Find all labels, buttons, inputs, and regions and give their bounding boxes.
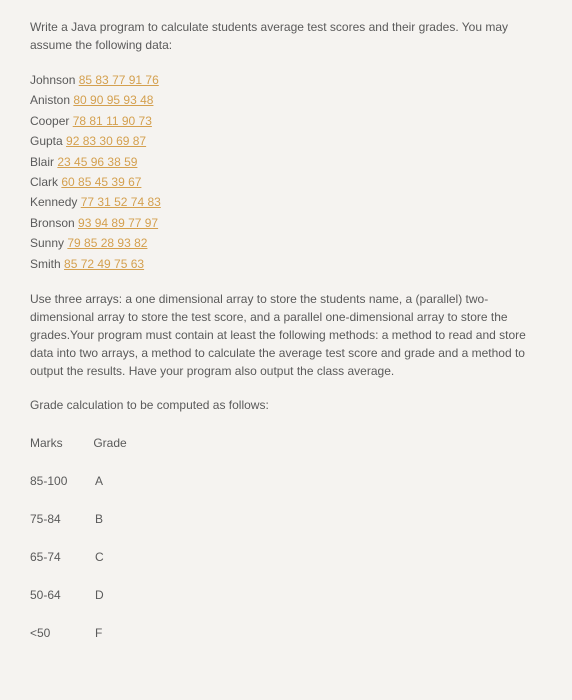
student-name: Smith (30, 257, 64, 271)
student-row: Gupta 92 83 30 69 87 (30, 131, 542, 151)
student-name: Gupta (30, 134, 66, 148)
student-row: Cooper 78 81 11 90 73 (30, 111, 542, 131)
grade-row: 75-84B (30, 510, 542, 528)
description-paragraph: Use three arrays: a one dimensional arra… (30, 290, 542, 380)
grade-header: Grade (93, 434, 126, 452)
student-scores-link[interactable]: 85 72 49 75 63 (64, 257, 144, 271)
student-row: Blair 23 45 96 38 59 (30, 152, 542, 172)
intro-paragraph: Write a Java program to calculate studen… (30, 18, 542, 54)
grade-row: 65-74C (30, 548, 542, 566)
student-name: Kennedy (30, 195, 81, 209)
student-name: Clark (30, 175, 61, 189)
grade-value: F (95, 624, 102, 642)
student-row: Bronson 93 94 89 77 97 (30, 213, 542, 233)
student-name: Sunny (30, 236, 67, 250)
student-scores-link[interactable]: 80 90 95 93 48 (73, 93, 153, 107)
student-scores-link[interactable]: 23 45 96 38 59 (57, 155, 137, 169)
grade-value: A (95, 472, 103, 490)
grade-table-header: Marks Grade (30, 434, 542, 452)
grade-row: 85-100A (30, 472, 542, 490)
student-row: Kennedy 77 31 52 74 83 (30, 192, 542, 212)
grade-row: 50-64D (30, 586, 542, 604)
student-scores-link[interactable]: 60 85 45 39 67 (61, 175, 141, 189)
marks-value: <50 (30, 624, 95, 642)
student-name: Aniston (30, 93, 73, 107)
student-name: Bronson (30, 216, 78, 230)
marks-value: 75-84 (30, 510, 95, 528)
student-row: Johnson 85 83 77 91 76 (30, 70, 542, 90)
grade-value: B (95, 510, 103, 528)
student-row: Smith 85 72 49 75 63 (30, 254, 542, 274)
grade-row: <50F (30, 624, 542, 642)
student-scores-link[interactable]: 85 83 77 91 76 (79, 73, 159, 87)
student-scores-link[interactable]: 93 94 89 77 97 (78, 216, 158, 230)
marks-value: 85-100 (30, 472, 95, 490)
marks-header: Marks (30, 434, 90, 452)
student-row: Aniston 80 90 95 93 48 (30, 90, 542, 110)
student-scores-link[interactable]: 78 81 11 90 73 (73, 114, 152, 128)
student-row: Sunny 79 85 28 93 82 (30, 233, 542, 253)
grade-table-body: 85-100A 75-84B 65-74C 50-64D <50F (30, 472, 542, 642)
student-scores-link[interactable]: 92 83 30 69 87 (66, 134, 146, 148)
grade-value: C (95, 548, 104, 566)
marks-value: 50-64 (30, 586, 95, 604)
student-name: Johnson (30, 73, 79, 87)
student-scores-link[interactable]: 77 31 52 74 83 (81, 195, 161, 209)
grade-value: D (95, 586, 104, 604)
student-name: Blair (30, 155, 57, 169)
marks-value: 65-74 (30, 548, 95, 566)
student-scores-link[interactable]: 79 85 28 93 82 (67, 236, 147, 250)
student-data-list: Johnson 85 83 77 91 76Aniston 80 90 95 9… (30, 70, 542, 274)
student-name: Cooper (30, 114, 73, 128)
student-row: Clark 60 85 45 39 67 (30, 172, 542, 192)
grade-calc-intro: Grade calculation to be computed as foll… (30, 396, 542, 414)
